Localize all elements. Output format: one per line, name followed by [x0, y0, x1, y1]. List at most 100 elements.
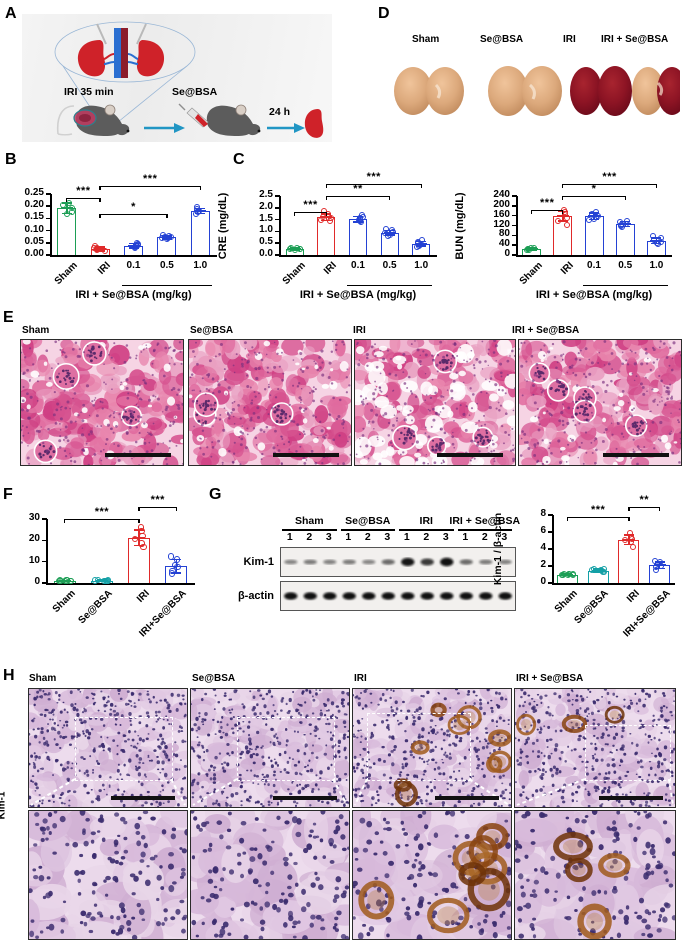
data-point: [654, 241, 661, 248]
x-axis-category-label: 1.0: [414, 260, 429, 271]
data-point: [357, 219, 364, 226]
y-axis-tick-label: 0.00: [24, 248, 44, 259]
y-axis-tick-label: 0.10: [24, 223, 44, 235]
significance-bracket-tick: [562, 210, 564, 214]
data-point: [317, 216, 324, 223]
y-axis-tick-label: 0.0: [259, 248, 273, 259]
y-axis: [46, 519, 48, 583]
blot-group-underline: [340, 529, 395, 531]
panel-g-chart: 0 2 4 6 8 Kim-1 / β-actin Sham Se@BSA IRI IRI+Se@…: [492, 493, 685, 645]
scale-bar: [599, 796, 663, 800]
y-axis-tick-label: 2: [540, 559, 546, 570]
data-point: [621, 537, 628, 544]
y-axis-tick-label: 10: [28, 554, 40, 566]
panel-h-row-label: Kim-1: [0, 791, 8, 820]
blot-lane-number: 2: [423, 531, 430, 543]
data-point: [629, 543, 636, 550]
significance-bracket: [567, 517, 629, 518]
panel-letter-c: C: [233, 151, 245, 168]
error-bar-cap: [557, 220, 568, 222]
x-axis: [279, 255, 437, 257]
significance-label: ***: [94, 506, 110, 518]
significance-label: ***: [590, 504, 606, 516]
data-point: [91, 245, 98, 252]
data-point: [525, 245, 532, 252]
y-axis-tick: [548, 531, 553, 533]
blot-lane-number: 3: [501, 531, 508, 543]
inset-region-box: [585, 725, 671, 781]
significance-bracket: [100, 214, 167, 215]
blot-lane-number: 3: [325, 531, 332, 543]
x-axis-category-label: Sham: [517, 260, 545, 288]
group-rule: [347, 285, 433, 287]
data-point: [65, 199, 72, 206]
blot-lane-number: 1: [345, 531, 352, 543]
data-point: [564, 214, 571, 221]
x-axis-title: IRI + Se@BSA (mg/kg): [75, 289, 192, 301]
y-axis-tick-label: 0: [504, 248, 510, 259]
panel-f-chart: 0102030Kim-1 / β-actin mRNAShamSe@BSAIRI…: [0, 494, 205, 645]
y-axis-tick: [548, 548, 553, 550]
y-axis-tick: [46, 205, 51, 207]
panel-letter-e: E: [3, 309, 14, 326]
scale-bar: [273, 796, 337, 800]
label-treatment: Se@BSA: [172, 86, 218, 98]
y-axis-tick: [46, 217, 51, 220]
panel-d-kidney-photos: [394, 66, 680, 116]
panel-e-label-iri-sebsa: IRI + Se@BSA: [512, 325, 580, 336]
data-point: [167, 553, 175, 560]
x-axis-title: IRI + Se@BSA (mg/kg): [299, 289, 417, 301]
y-axis-tick: [46, 242, 51, 244]
y-axis-tick-label: 200: [493, 198, 510, 210]
blot-lane-number: 1: [286, 531, 293, 543]
panel-letter-b: B: [5, 151, 17, 168]
y-axis-tick-label: 1.5: [259, 212, 273, 224]
y-axis-tick-label: 160: [493, 208, 510, 220]
blot-lane-number: 3: [384, 531, 391, 543]
significance-label: **: [353, 183, 363, 195]
y-axis-tick: [275, 230, 280, 233]
y-axis-title: Kim-1 / β-actin: [492, 512, 504, 586]
data-point: [326, 217, 333, 224]
data-point: [566, 571, 573, 578]
blot-group-label: Se@BSA: [345, 515, 391, 527]
y-axis-tick: [42, 539, 47, 542]
panel-d-label-sham: Sham: [412, 34, 440, 45]
significance-label: *: [131, 201, 136, 213]
y-axis-tick-label: 80: [498, 228, 510, 240]
x-axis-category-label: IRI: [96, 260, 113, 277]
significance-bracket-tick: [388, 196, 391, 200]
micrograph-he-sebsa: [188, 339, 352, 466]
blot-group-label: Sham: [294, 515, 324, 527]
scale-bar: [273, 453, 339, 457]
data-point: [102, 247, 109, 254]
significance-bracket-tick: [566, 517, 569, 521]
data-point: [586, 217, 593, 224]
blot-lane-number: 2: [481, 531, 488, 543]
group-rule: [582, 285, 668, 287]
inset-region-box: [75, 717, 173, 781]
significance-bracket: [294, 212, 327, 213]
blot-group-underline: [282, 529, 337, 531]
data-point: [385, 233, 392, 240]
significance-bracket: [531, 210, 563, 211]
bar: [190, 211, 210, 255]
y-axis-tick-label: 8: [540, 508, 546, 519]
panel-e-label-iri: IRI: [353, 325, 366, 336]
y-axis-tick-label: 0.20: [24, 199, 44, 211]
y-axis-tick: [512, 205, 517, 207]
y-axis: [50, 194, 52, 255]
x-axis-category-label: 0.1: [126, 260, 141, 271]
y-axis-tick-label: 30: [28, 512, 40, 523]
significance-bracket-tick: [99, 186, 101, 190]
significance-bracket: [628, 507, 660, 508]
bar: [618, 539, 640, 583]
significance-label: ***: [143, 173, 158, 185]
significance-bracket-tick: [138, 507, 140, 511]
micrograph-he-iri: [354, 339, 516, 466]
mean-marker: [320, 216, 333, 219]
x-axis-category-label: Sham: [52, 260, 80, 288]
blot-group-label: IRI: [419, 515, 433, 527]
y-axis-tick: [512, 254, 517, 256]
micrograph-ihc-sebsa-high: [190, 810, 350, 940]
